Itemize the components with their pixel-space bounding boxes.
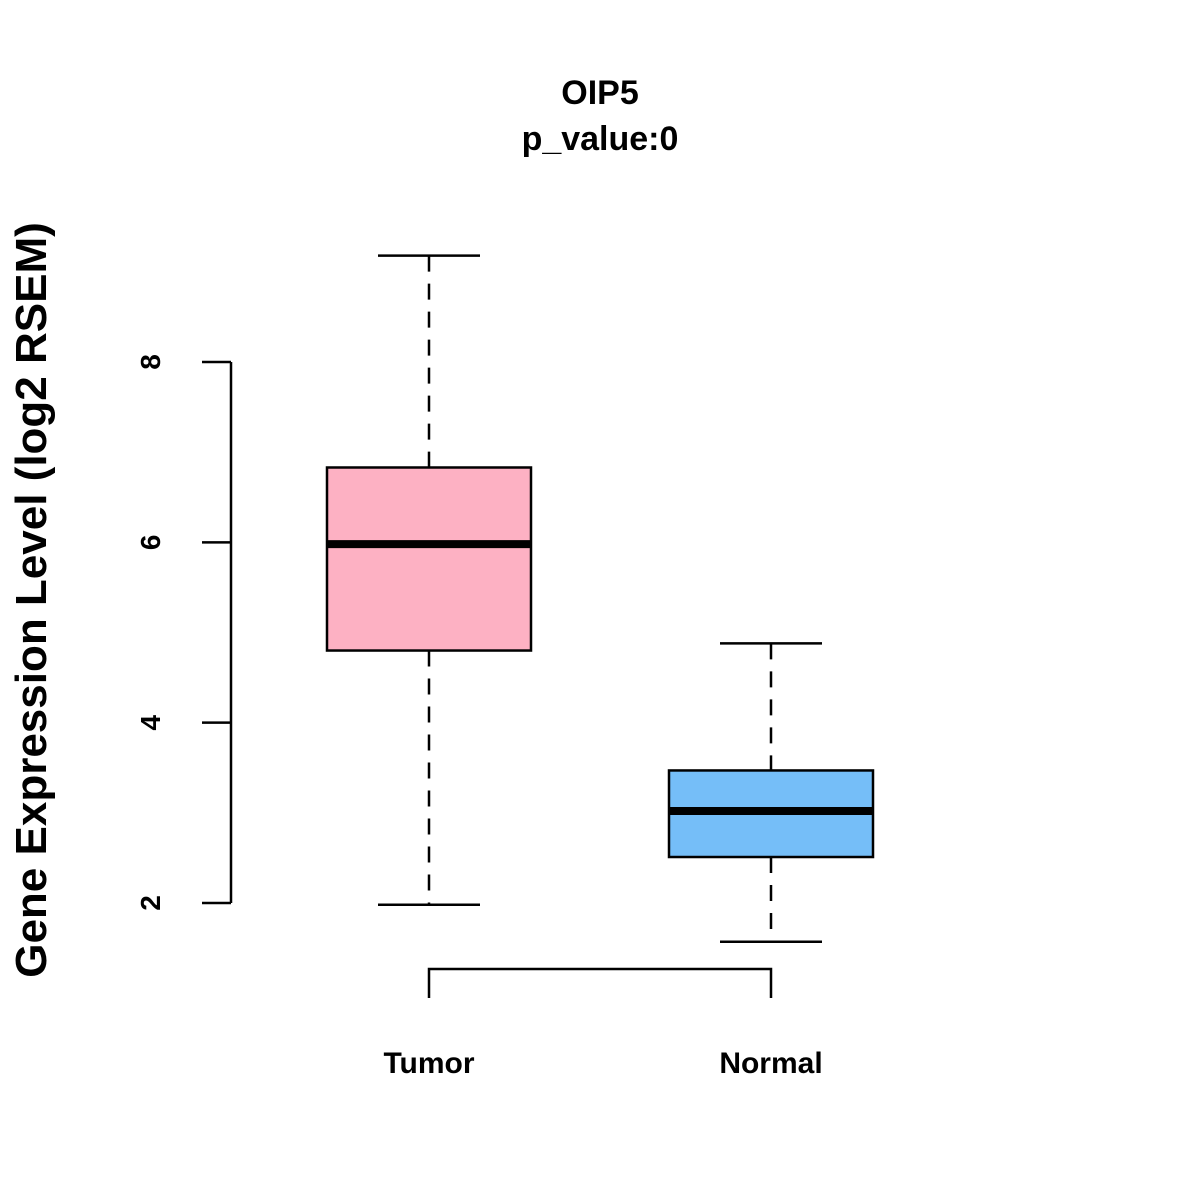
y-axis: 2 4 6 8 <box>135 354 233 911</box>
tumor-box <box>325 466 533 652</box>
boxes-group <box>325 254 875 944</box>
comparison-bracket <box>427 967 773 998</box>
y-tick-label-4: 4 <box>135 714 166 730</box>
y-tick-label-8: 8 <box>135 354 166 370</box>
y-tick-label-2: 2 <box>135 895 166 911</box>
category-label-normal: Normal <box>719 1047 822 1080</box>
category-label-tumor: Tumor <box>383 1047 474 1080</box>
y-axis-label: Gene Expression Level (log2 RSEM) <box>7 222 56 978</box>
y-tick-label-6: 6 <box>135 535 166 551</box>
chart-subtitle: p_value:0 <box>522 120 679 158</box>
category-labels: Tumor Normal <box>383 1047 822 1080</box>
chart-title: OIP5 <box>561 74 638 112</box>
comparison-bracket-group <box>427 967 773 998</box>
